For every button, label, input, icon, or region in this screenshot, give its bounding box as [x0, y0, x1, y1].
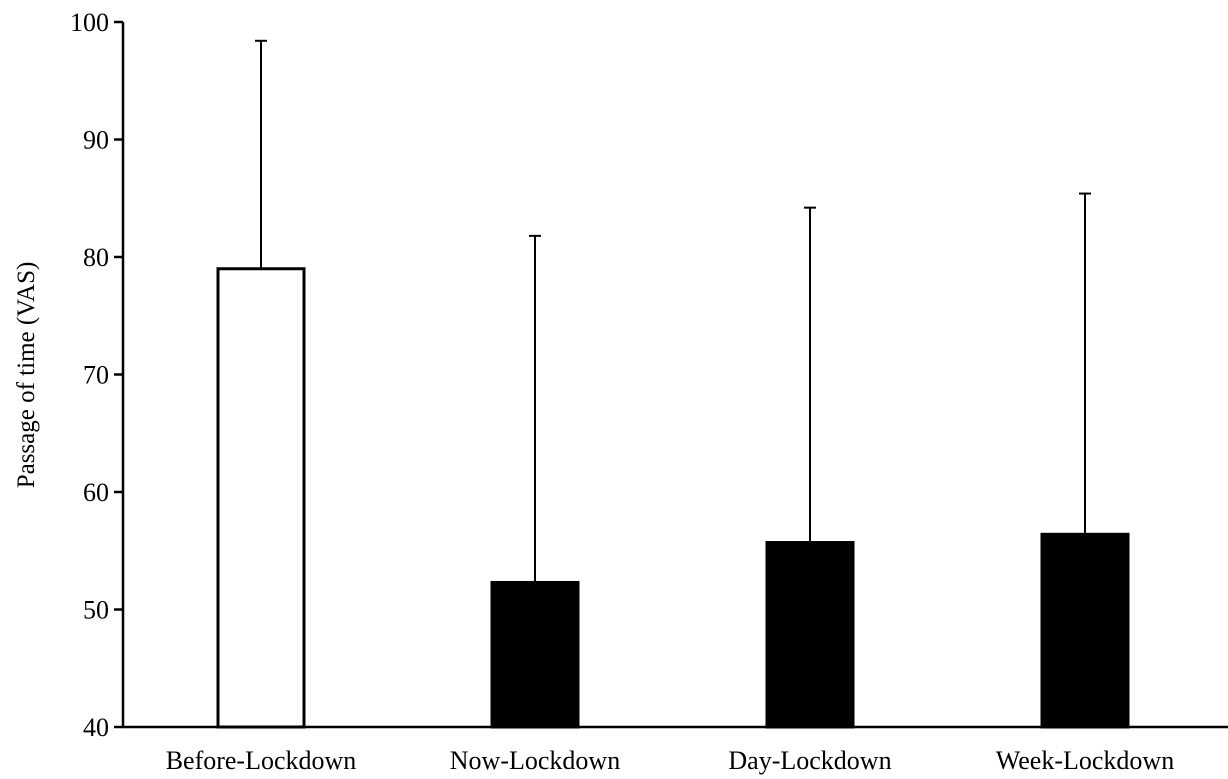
y-axis-title: Passage of time (VAS) — [13, 262, 40, 489]
y-tick-label: 100 — [70, 8, 109, 37]
x-tick-label: Day-Lockdown — [728, 746, 891, 775]
x-tick-label: Before-Lockdown — [166, 746, 357, 775]
x-tick-label: Week-Lockdown — [996, 746, 1174, 775]
y-tick-label: 60 — [83, 478, 109, 507]
bars — [216, 267, 1130, 729]
bar-2 — [490, 580, 580, 729]
y-tick-label: 70 — [83, 361, 109, 390]
y-axis-ticks: 40 50 60 70 80 90 100 — [70, 8, 123, 742]
x-tick-label: Now-Lockdown — [450, 746, 620, 775]
y-tick-label: 90 — [83, 126, 109, 155]
y-tick-label: 40 — [83, 713, 109, 742]
bar-4 — [1040, 532, 1130, 729]
x-axis-tick-labels: Before-Lockdown Now-Lockdown Day-Lockdown W… — [166, 746, 1175, 775]
error-bars — [255, 39, 1091, 583]
y-tick-label: 50 — [83, 596, 109, 625]
bar-1 — [216, 267, 306, 729]
y-tick-label: 80 — [83, 243, 109, 272]
bar-3 — [765, 541, 855, 729]
